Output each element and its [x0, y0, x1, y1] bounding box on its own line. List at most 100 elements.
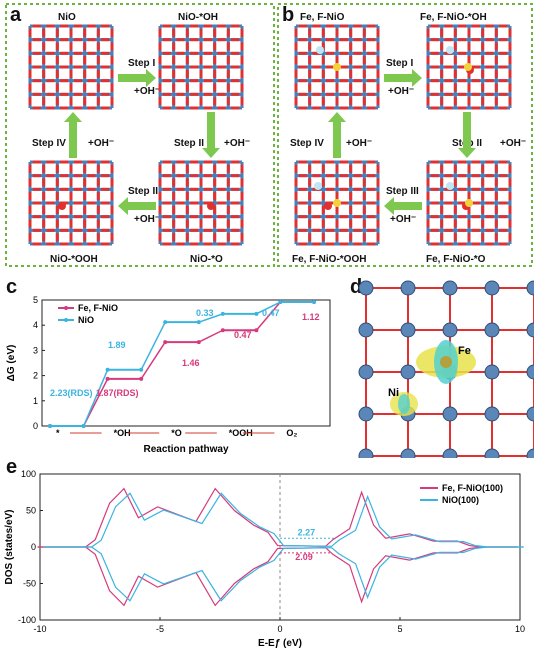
energy-connector [256, 301, 281, 315]
arrow-step1-b [384, 69, 422, 87]
x-tick-label: 0 [277, 624, 282, 634]
dos-down-2 [43, 546, 524, 602]
ni-atom [358, 322, 374, 338]
step-label-a-1: Step I [128, 58, 156, 69]
fe-dopant-2 [464, 63, 472, 71]
legend-label: Fe, F-NiO [78, 303, 118, 313]
lattice-crystal-4 [28, 160, 114, 246]
legend-marker [64, 318, 68, 322]
adsorbate-o [207, 202, 215, 210]
state-label-b-2: Fe, F-NiO-*OH [420, 12, 487, 23]
reagent-b-2: +OH⁻ [500, 138, 527, 149]
energy-connector [140, 321, 166, 371]
energy-annotation: 0.33 [196, 308, 214, 318]
ni-atom [358, 406, 374, 422]
ni-atom [442, 280, 458, 296]
lattice-crystal-2 [158, 24, 244, 110]
energy-annotation: 1.89 [108, 340, 126, 350]
gap-label: 2.27 [298, 527, 316, 537]
arrow-step2-a [202, 112, 220, 158]
reagent-b-1: +OH⁻ [388, 86, 415, 97]
ni-atom [484, 448, 500, 458]
f-dopant-4 [314, 182, 322, 190]
reagent-a-2: +OH⁻ [224, 138, 251, 149]
energy-annotation: 1.46 [182, 358, 200, 368]
arrow-step4-a [64, 112, 82, 158]
f-dopant-1 [316, 46, 324, 54]
y-tick-label: -100 [18, 615, 36, 625]
category-label: * [56, 428, 60, 438]
step-label-b-3: Step III [386, 186, 419, 197]
y-tick-label: 4 [33, 320, 38, 330]
y-tick-label: 2 [33, 371, 38, 381]
y-tick-label: -50 [23, 579, 36, 589]
arrow-step3-a [118, 197, 156, 215]
panel-label-e: e [6, 456, 18, 478]
ni-atom [400, 364, 416, 380]
y-tick-label: 5 [33, 295, 38, 305]
lattice-crystal-3 [158, 160, 244, 246]
reagent-b-4: +OH⁻ [346, 138, 373, 149]
energy-connector [255, 301, 281, 331]
fe-dopant-1 [333, 63, 341, 71]
panel-label-c: c [6, 276, 18, 298]
state-label-b-3: Fe, F-NiO-*O [426, 254, 486, 265]
ni-atom [526, 448, 534, 458]
ni-atom [400, 322, 416, 338]
lattice-crystal-1 [28, 24, 114, 110]
x-tick-label: 10 [515, 624, 525, 634]
arrow-step3-b [384, 197, 422, 215]
state-label-b-4: Fe, F-NiO-*OOH [292, 254, 367, 265]
panel-label-b: b [282, 4, 295, 26]
category-label: *OH [114, 428, 131, 438]
fe-atom [440, 356, 452, 368]
charge-depletion [398, 394, 410, 414]
energy-annotation: 1.87(RDS) [96, 388, 139, 398]
ni-atom [442, 448, 458, 458]
plot-frame [41, 299, 331, 427]
fe-label: Fe [458, 345, 471, 357]
energy-annotation: 1.12 [302, 312, 320, 322]
gap-label: 2.09 [295, 552, 313, 562]
category-label: *OOH [229, 428, 253, 438]
reagent-b-3: +OH⁻ [390, 214, 417, 225]
panel-ab-frame [5, 3, 533, 267]
lattice-crystal-5 [294, 24, 380, 110]
energy-connector [140, 341, 166, 380]
fe-dopant-3 [465, 199, 473, 207]
energy-annotation: 0.47 [262, 308, 280, 318]
state-label-a-4: NiO-*OOH [50, 254, 98, 265]
category-label: O₂ [286, 428, 297, 438]
dos-down-1 [37, 546, 518, 607]
adsorbate-ooh [58, 202, 66, 210]
ni-atom [400, 280, 416, 296]
arrow-step1-a [118, 69, 156, 87]
ni-atom [526, 406, 534, 422]
ni-atom [442, 406, 458, 422]
ni-atom [484, 364, 500, 380]
ni-atom [400, 448, 416, 458]
legend-label: NiO [78, 315, 94, 325]
y-tick-label: 0 [33, 421, 38, 431]
lattice-crystal-7 [426, 160, 512, 246]
y-tick-label: 3 [33, 345, 38, 355]
energy-connector [198, 329, 224, 343]
step-label-a-2: Step II [174, 138, 205, 149]
f-dopant-3 [446, 182, 454, 190]
panel-label-d: d [350, 276, 363, 298]
panel-label-a: a [10, 4, 22, 26]
y-tick-label: 50 [26, 506, 36, 516]
y-tick-label: 1 [33, 396, 38, 406]
arrow-step2-b [458, 112, 476, 158]
arrow-step4-b [328, 112, 346, 158]
y-tick-label: 0 [31, 542, 36, 552]
ni-atom [484, 406, 500, 422]
x-tick-label: 5 [397, 624, 402, 634]
ni-atom [442, 322, 458, 338]
energy-annotation: 0.47 [234, 330, 252, 340]
energy-connector [198, 313, 224, 323]
ni-atom [358, 280, 374, 296]
dos-up-2 [43, 492, 524, 548]
ni-atom [526, 280, 534, 296]
